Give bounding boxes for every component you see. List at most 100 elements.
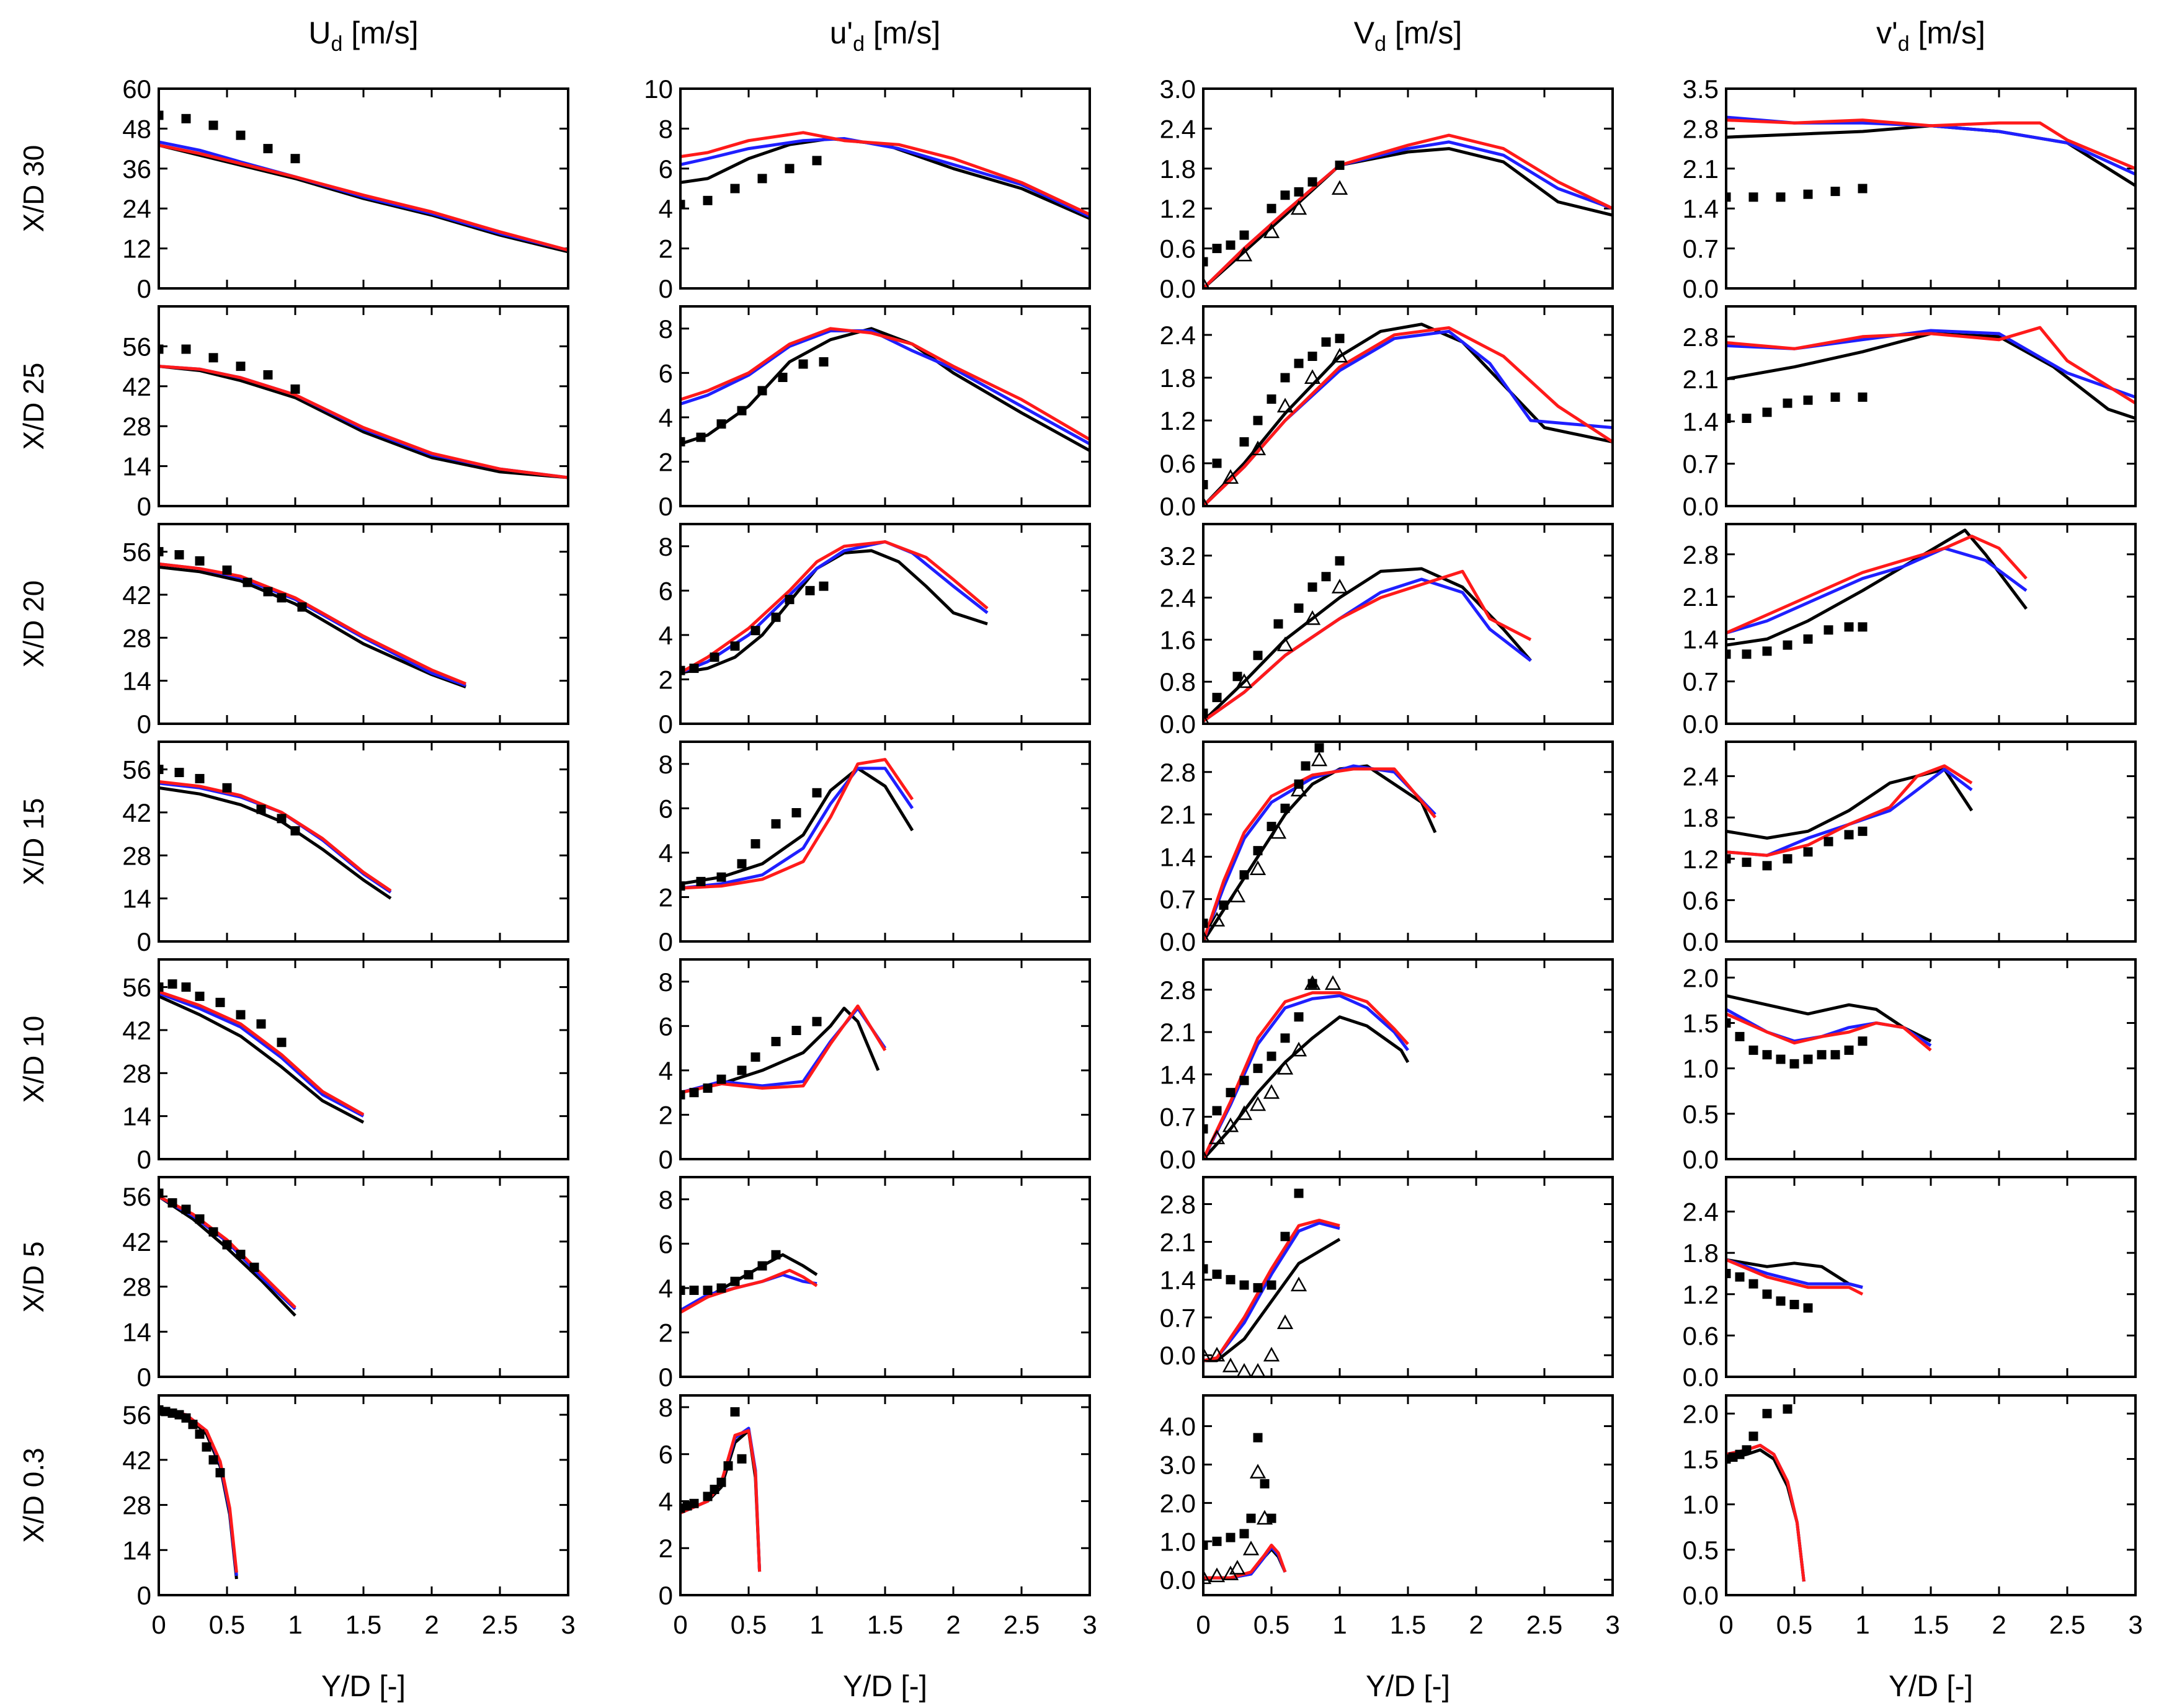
- y-tick-label: 1.5: [1683, 1444, 1719, 1474]
- square-marker: [1803, 395, 1813, 405]
- square-marker: [812, 788, 822, 798]
- square-marker: [703, 1285, 713, 1295]
- triangle-marker: [1250, 1363, 1266, 1377]
- square-marker: [680, 437, 685, 447]
- panel-r5-c0: 0 14 28 42 56: [122, 1176, 569, 1392]
- square-marker: [1267, 394, 1276, 404]
- panel-r4-c1: 0 2 4 6 8: [659, 958, 1091, 1174]
- panel-frame: [1202, 1176, 1614, 1378]
- square-marker: [1239, 1280, 1249, 1290]
- y-tick-label: 4: [659, 403, 673, 432]
- y-tick-label: 0: [659, 1581, 673, 1610]
- square-marker: [1335, 160, 1345, 170]
- square-marker: [757, 1261, 767, 1271]
- square-marker: [1212, 1536, 1222, 1546]
- series-line-blue: [159, 992, 365, 1118]
- y-tick-label: 0: [137, 1581, 151, 1610]
- square-marker: [1858, 392, 1868, 402]
- series-line-red: [159, 990, 365, 1116]
- square-marker: [1748, 1431, 1758, 1441]
- series-line-blue: [680, 329, 1090, 445]
- square-marker: [256, 1019, 266, 1029]
- square-marker: [696, 876, 706, 886]
- square-marker: [1314, 743, 1324, 753]
- square-marker: [778, 372, 788, 382]
- x-tick-label: 3: [1082, 1610, 1097, 1639]
- y-tick-label: 2: [659, 1318, 673, 1347]
- y-tick-label: 36: [122, 154, 151, 184]
- panel-r3-c3: 0.0 0.6 1.2 1.8 2.4: [1683, 741, 2137, 956]
- series-line-red: [1203, 1219, 1340, 1363]
- panel-r6-c2: 0.0 1.0 2.0 3.0 4.0 0 0.5 1 1.5 2 2.5 3: [1160, 1394, 1620, 1639]
- square-marker: [159, 110, 164, 120]
- panel-frame: [1725, 1176, 2137, 1378]
- square-marker: [1226, 1532, 1236, 1542]
- square-marker: [791, 1025, 801, 1035]
- series-line-red: [1726, 326, 2135, 405]
- square-marker: [263, 144, 273, 154]
- square-marker: [277, 593, 287, 603]
- square-marker: [1803, 1303, 1813, 1313]
- y-tick-label: 14: [122, 1536, 151, 1565]
- y-tick-label: 1.4: [1683, 407, 1719, 436]
- y-tick-label: 2: [659, 883, 673, 912]
- square-marker: [290, 154, 300, 164]
- panel-plot-area: [1726, 326, 2135, 424]
- panel-frame: [1725, 1394, 2137, 1596]
- panel-frame: [679, 87, 1091, 290]
- series-line-red: [680, 1429, 762, 1572]
- row-label-0: X/D 30: [17, 145, 50, 233]
- row-label-6: X/D 0.3: [17, 1448, 50, 1542]
- y-tick-label: 2.1: [1683, 154, 1719, 184]
- square-marker: [730, 1276, 740, 1286]
- y-tick-label: 0.6: [1683, 886, 1719, 915]
- y-tick-label: 42: [122, 372, 151, 401]
- triangle-marker: [1236, 673, 1253, 688]
- panel-r4-c0: 0 14 28 42 56: [122, 958, 569, 1174]
- y-tick-label: 0: [659, 927, 673, 956]
- square-marker: [1844, 622, 1854, 632]
- square-marker: [1321, 572, 1331, 582]
- y-tick-label: 1.2: [1683, 1280, 1719, 1309]
- square-marker: [1748, 192, 1758, 202]
- triangle-marker: [1222, 1117, 1239, 1132]
- series-line-blue: [1726, 546, 2028, 634]
- square-marker: [1253, 1064, 1263, 1074]
- square-marker: [1726, 1268, 1731, 1278]
- square-marker: [263, 370, 273, 380]
- panel-frame: [158, 958, 569, 1160]
- square-marker: [1726, 1018, 1731, 1028]
- square-marker: [730, 1407, 740, 1417]
- y-tick-label: 14: [122, 1317, 151, 1346]
- series-line-red: [680, 758, 914, 890]
- triangle-marker: [1270, 824, 1287, 839]
- panel-frame: [679, 958, 1091, 1160]
- triangle-marker: [1249, 1096, 1267, 1111]
- panel-plot-area: [680, 1004, 887, 1100]
- square-marker: [1253, 651, 1263, 661]
- panel-plot-area: [680, 1250, 818, 1314]
- series-line-blue: [1203, 140, 1613, 288]
- triangle-marker: [1256, 1510, 1273, 1525]
- square-marker: [785, 595, 795, 605]
- y-tick-label: 0: [659, 1145, 673, 1174]
- panel-plot-area: [1726, 528, 2028, 659]
- square-marker: [730, 641, 740, 651]
- square-marker: [1239, 230, 1249, 240]
- series-line-black: [159, 1195, 296, 1317]
- y-tick-label: 14: [122, 667, 151, 696]
- square-marker: [159, 1188, 164, 1198]
- panel-frame: [679, 1394, 1091, 1596]
- square-marker: [1280, 1033, 1290, 1043]
- y-tick-label: 1.4: [1160, 842, 1196, 871]
- square-marker: [1267, 822, 1276, 832]
- y-tick-label: 0.0: [1683, 1363, 1719, 1392]
- series-line-black: [1203, 567, 1532, 723]
- square-marker: [819, 581, 829, 591]
- series-line-black: [1203, 322, 1613, 506]
- square-marker: [1776, 1054, 1786, 1064]
- square-marker: [174, 768, 184, 778]
- panel-r4-c3: 0.0 0.5 1.0 1.5 2.0: [1683, 958, 2137, 1174]
- y-tick-label: 0.5: [1683, 1536, 1719, 1565]
- triangle-marker: [1276, 398, 1294, 413]
